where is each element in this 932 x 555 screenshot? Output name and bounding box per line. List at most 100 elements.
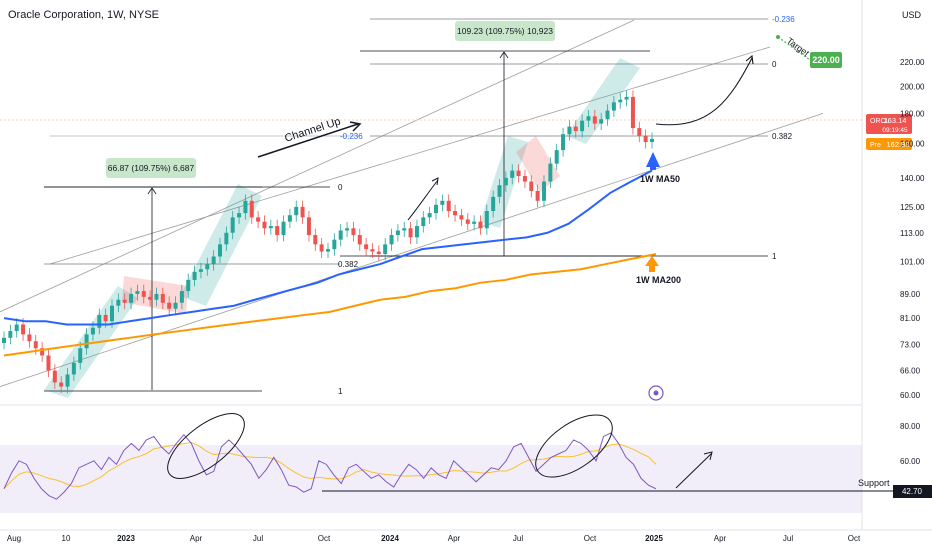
candle-body [548,163,553,182]
candle-body [542,181,546,201]
rsi-line [3,432,657,500]
time-tick-label: Apr [714,534,727,543]
time-tick-label: Aug [7,534,21,543]
candle-body [478,221,483,229]
candle-body [599,119,604,124]
candle-body [306,217,311,236]
candle-body [141,291,146,297]
rsi-support-label: Support [858,478,890,488]
candle-body [243,200,248,214]
candle-body [440,200,445,205]
price-tick-label: 220.00 [900,58,925,67]
rally1-arrow [147,187,157,195]
projection-arrowhead [745,54,754,65]
candle-body [256,217,261,222]
candle-body [332,239,337,250]
candle-body [262,221,267,229]
candle-body [427,213,432,218]
price-tick-label: 60.00 [900,391,921,400]
candle-body [59,382,64,387]
candle-body [351,228,356,236]
candle-body [205,264,210,270]
channel-lower-line [0,113,824,387]
rally-box-4 [566,58,640,144]
ma50-label: 1W MA50 [640,174,680,184]
candle-body [90,327,95,335]
candle-body [84,334,89,349]
time-tick-label: Jul [513,534,523,543]
fib-right-label: -0.236 [772,15,795,24]
last-price-badge [866,114,912,134]
rsi-support-value: 42.70 [902,487,923,496]
rsi-tick-label: 80.00 [900,422,921,431]
rally1-label-box [106,158,196,178]
candle-body [357,235,362,245]
target-line [777,36,811,61]
candle-body [484,211,489,229]
pre-price-badge [866,138,912,150]
ma200-arrow-icon [645,256,659,272]
fib-mid-label: -0.236 [340,132,363,141]
candle-body [224,232,229,245]
candle-body [510,170,515,178]
small-curve-arrowhead [431,177,439,186]
candle-body [148,296,153,300]
price-tick-label: 73.00 [900,341,921,350]
candle-body [186,279,191,292]
last-price-value: 163.14 [884,116,907,125]
candle-body [573,126,578,132]
candle-body [122,299,127,303]
time-tick-label: 2024 [381,534,399,543]
rally2-arrow [499,51,509,59]
candle-body [434,204,438,214]
candle-body [389,235,394,245]
candle-body [414,226,419,238]
candle-body [230,217,235,233]
candle-body [503,177,508,186]
candle-body [294,206,299,216]
rsi-tick-label: 60.00 [900,457,921,466]
time-tick-label: Oct [584,534,597,543]
time-tick-label: 2023 [117,534,135,543]
indicator-icon[interactable] [648,385,664,401]
candle-body [408,228,413,238]
candle-body [516,170,521,177]
time-tick-label: Apr [448,534,461,543]
price-tick-label: 140.00 [900,174,925,183]
fib-right-label: 1 [772,252,777,261]
candle-body [218,244,222,257]
channel-upper-line [0,19,635,313]
candle-body [643,135,648,143]
candle-body [326,249,330,252]
candle-body [472,221,477,224]
candle-body [33,341,38,349]
candle-body [561,134,566,151]
candle-body [395,230,400,236]
candle-body [2,337,6,343]
candle-body [529,181,534,191]
chart-title: Oracle Corporation, 1W, NYSE [8,9,160,21]
candle-body [167,302,172,309]
candle-body [611,102,616,111]
pre-price-value: 162.90 [887,140,910,149]
fib-right-label: 0 [772,60,777,69]
candle-body [97,314,102,328]
pre-label: Pre [870,142,881,149]
fib-left-label: 1 [338,387,343,396]
candle-body [129,293,134,303]
rsi-ma-line [3,442,657,490]
candle-body [465,219,470,224]
candle-body [211,256,216,265]
candle-body [376,251,381,255]
channel-up-arrowhead [349,121,362,132]
candle-body [192,271,197,280]
candle-body [618,99,623,103]
time-tick-label: Apr [190,534,203,543]
rsi-up-arrowhead [703,451,713,461]
rsi-circle-1 [167,413,245,479]
candle-body [135,291,140,294]
candle-body [237,213,242,218]
fib-left-label: 0 [338,183,343,192]
